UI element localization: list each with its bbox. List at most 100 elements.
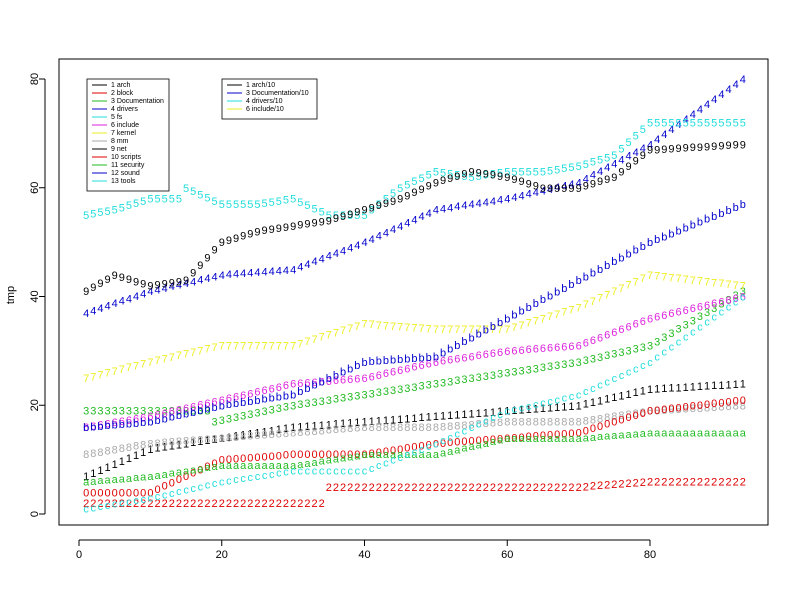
data-point: 6 — [533, 344, 539, 356]
data-point: a — [376, 449, 383, 461]
data-point: c — [262, 470, 268, 482]
data-point: 4 — [504, 194, 510, 206]
data-point: 3 — [540, 362, 546, 374]
data-point: 8 — [262, 430, 268, 442]
data-point: 9 — [440, 175, 446, 187]
data-point: 5 — [626, 137, 632, 149]
data-point: b — [204, 404, 210, 416]
data-point: c — [604, 376, 610, 388]
data-point: 4 — [604, 162, 610, 174]
data-point: 9 — [283, 222, 289, 234]
data-point: 8 — [518, 417, 524, 429]
data-point: 4 — [454, 201, 460, 213]
data-point: 1 — [611, 392, 617, 404]
data-point: b — [104, 420, 110, 432]
data-point: 3 — [126, 406, 132, 418]
data-point: 9 — [576, 183, 582, 195]
data-point: 7 — [704, 276, 710, 288]
data-point: 7 — [269, 340, 275, 352]
data-point: c — [319, 466, 325, 478]
data-point: a — [90, 476, 97, 488]
data-point: 3 — [133, 406, 139, 418]
data-point: c — [190, 483, 196, 495]
y-axis-label: tmp — [5, 286, 17, 304]
data-point: 5 — [204, 193, 210, 205]
data-point: a — [411, 449, 418, 461]
data-point: 0 — [119, 487, 125, 499]
data-point: 7 — [675, 273, 681, 285]
data-point: b — [697, 217, 703, 229]
data-point: c — [740, 292, 746, 304]
data-point: a — [369, 449, 376, 461]
data-point: 5 — [590, 157, 596, 169]
data-point: 6 — [497, 347, 503, 359]
data-point: 3 — [447, 376, 453, 388]
data-point: 5 — [447, 169, 453, 181]
data-point: 1 — [162, 442, 168, 454]
data-point: 6 — [340, 375, 346, 387]
data-point: 3 — [369, 388, 375, 400]
data-point: a — [126, 473, 133, 485]
data-point: 4 — [319, 253, 325, 265]
data-point: 3 — [304, 398, 310, 410]
data-point: a — [204, 462, 211, 474]
data-point: 1 — [219, 433, 225, 445]
data-point: 6 — [333, 375, 339, 387]
data-point: 6 — [269, 383, 275, 395]
data-point: a — [597, 431, 604, 443]
data-point: 8 — [633, 408, 639, 420]
data-point: 4 — [433, 205, 439, 217]
data-point: 8 — [297, 427, 303, 439]
data-point: 9 — [83, 286, 89, 298]
data-point: 1 — [311, 420, 317, 432]
data-point: 2 — [654, 476, 660, 488]
data-point: a — [104, 475, 111, 487]
data-point: 7 — [604, 289, 610, 301]
data-point: 0 — [576, 427, 582, 439]
data-point: 6 — [640, 316, 646, 328]
data-point: 3 — [640, 342, 646, 354]
data-point: 9 — [504, 172, 510, 184]
data-point: 9 — [90, 282, 96, 294]
data-point: 7 — [725, 279, 731, 291]
data-point: 7 — [733, 280, 739, 292]
legend-entry: 1 arch/10 — [246, 82, 275, 89]
data-point: 3 — [290, 400, 296, 412]
data-point: 6 — [311, 377, 317, 389]
data-point: 2 — [733, 476, 739, 488]
data-point: 0 — [411, 442, 417, 454]
data-point: c — [148, 493, 154, 505]
data-point: b — [140, 417, 146, 429]
data-point: a — [540, 433, 547, 445]
data-point: 7 — [297, 338, 303, 350]
data-point: 3 — [169, 406, 175, 418]
data-point: 9 — [711, 141, 717, 153]
data-point: 0 — [247, 452, 253, 464]
data-point: 7 — [526, 318, 532, 330]
data-point: 1 — [554, 402, 560, 414]
data-point: 4 — [404, 218, 410, 230]
data-point: 8 — [704, 402, 710, 414]
data-point: b — [576, 275, 582, 287]
legend-entry: 2 block — [111, 90, 134, 97]
data-point: 9 — [611, 172, 617, 184]
data-point: c — [569, 391, 575, 403]
data-point: 8 — [497, 417, 503, 429]
data-point: 4 — [725, 84, 731, 96]
data-point: 4 — [340, 245, 346, 257]
data-point: 4 — [568, 179, 574, 191]
data-point: 2 — [240, 498, 246, 510]
data-point: c — [719, 307, 725, 319]
data-point: 5 — [83, 210, 89, 222]
data-point: 1 — [518, 405, 524, 417]
data-point: 6 — [197, 400, 203, 412]
data-point: 9 — [119, 272, 125, 284]
data-point: 9 — [254, 226, 260, 238]
data-point: c — [405, 449, 411, 461]
data-point: 8 — [354, 423, 360, 435]
data-point: c — [91, 502, 97, 514]
data-point: 1 — [547, 402, 553, 414]
data-point: c — [526, 401, 532, 413]
data-point: a — [469, 441, 476, 453]
data-point: 0 — [162, 481, 168, 493]
